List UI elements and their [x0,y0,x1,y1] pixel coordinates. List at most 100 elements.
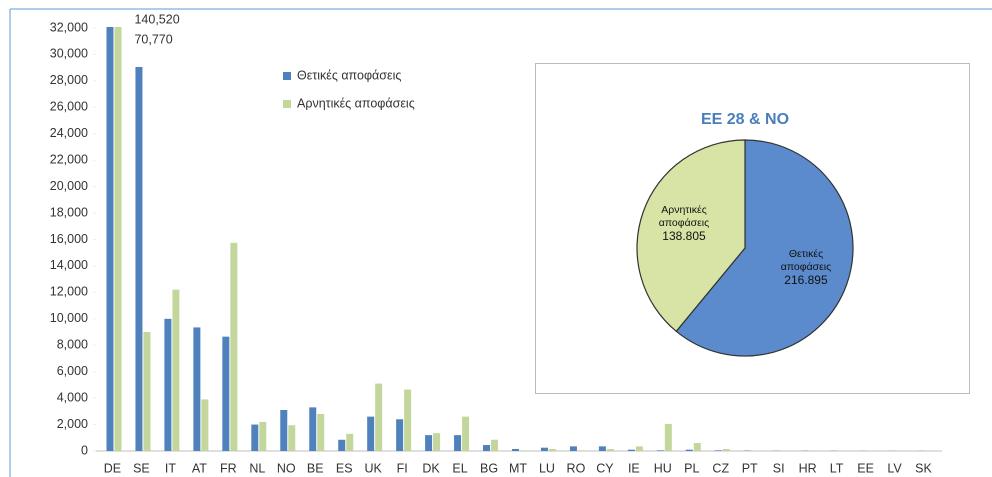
bar [404,389,412,451]
x-tick-label: MT [509,461,527,475]
y-tick-label: 6,000 [57,364,88,378]
pie-slice [636,139,746,333]
x-tick-label: RO [567,461,586,475]
y-tick-label: 28,000 [50,73,88,87]
bar [693,443,701,451]
bar [338,439,346,451]
bar [627,449,635,451]
x-tick-label: SE [133,461,150,475]
bar [280,410,288,451]
y-tick-label: 20,000 [50,179,88,193]
bar [656,450,664,451]
bar [230,242,238,451]
x-tick-label: LT [830,461,844,475]
x-tick-label: LV [887,461,902,475]
bar [569,446,577,451]
x-tick-label: DK [422,461,440,475]
y-tick-label: 8,000 [57,338,88,352]
bar [367,416,375,451]
y-tick-label: 12,000 [50,285,88,299]
x-tick-label: CY [596,461,614,475]
x-tick-label: BE [307,461,324,475]
bar [201,399,209,451]
bar [577,450,585,451]
x-tick-label: EL [452,461,467,475]
bar [635,446,643,451]
bar [288,425,296,451]
y-tick-label: 16,000 [50,232,88,246]
x-tick-label: BG [480,461,498,475]
x-tick-label: IT [165,461,176,475]
x-tick-label: UK [364,461,382,475]
x-tick-label: HU [654,461,672,475]
bar [251,424,259,451]
x-tick-label: CZ [712,461,729,475]
bar [309,407,317,451]
bar [135,66,143,452]
pie-label: Θετικές αποφάσεις 216.895 [766,248,846,287]
bar [396,419,404,451]
y-tick-label: 26,000 [50,100,88,114]
y-tick-label: 14,000 [50,258,88,272]
bar [346,433,354,451]
pie-label-value: 138.805 [662,229,706,244]
pie-title: ΕΕ 28 & ΝΟ [701,111,789,128]
x-tick-label: FR [220,461,237,475]
x-tick-label: PL [684,461,699,475]
pie-label-value: 216.895 [784,272,828,287]
bar [425,435,433,451]
bar [606,449,614,451]
legend-swatch [283,72,291,80]
bar [143,332,151,451]
bar [454,435,462,451]
x-tick-label: EE [857,461,874,475]
x-tick-label: HR [799,461,817,475]
bar [317,413,325,451]
bar [193,327,201,451]
pie-label-name: Θετικές αποφάσεις [780,247,832,273]
value-label: 140,520 [134,12,179,26]
bar [714,450,722,451]
value-label: 70,770 [134,32,172,46]
x-tick-label: ES [336,461,353,475]
bar [114,27,122,452]
x-tick-label: IE [628,461,640,475]
x-tick-label: SI [773,461,785,475]
bar [722,449,730,451]
y-tick-label: 30,000 [50,47,88,61]
x-tick-label: NO [277,461,296,475]
x-tick-label: NL [249,461,265,475]
legend-label: Θετικές αποφάσεις [297,68,401,82]
bar [520,450,527,451]
bar [259,421,267,451]
bar [512,449,519,451]
bar [433,433,441,451]
y-tick-label: 18,000 [50,205,88,219]
legend-label: Αρνητικές αποφάσεις [297,96,415,110]
legend-swatch [283,100,291,108]
y-tick-label: 2,000 [57,417,88,431]
y-tick-label: 22,000 [50,152,88,166]
bar [106,27,114,451]
x-tick-label: LU [539,461,555,475]
pie-label-name: Αρνητικές αποφάσεις [658,204,710,230]
pie-label: Αρνητικές αποφάσεις 138.805 [644,204,724,243]
y-tick-label: 0 [81,443,88,457]
x-tick-label: FI [397,461,408,475]
bar [540,447,548,451]
y-tick-label: 32,000 [50,20,88,34]
x-tick-label: PT [742,461,758,475]
bar [491,439,499,451]
bar [164,318,172,451]
bar [664,423,672,451]
x-tick-label: AT [192,461,207,475]
bar [462,416,470,451]
bar [375,383,383,451]
pie-slice [675,139,854,357]
x-tick-label: DE [104,461,121,475]
y-tick-label: 10,000 [50,311,88,325]
y-tick-label: 24,000 [50,126,88,140]
bar [222,336,230,451]
